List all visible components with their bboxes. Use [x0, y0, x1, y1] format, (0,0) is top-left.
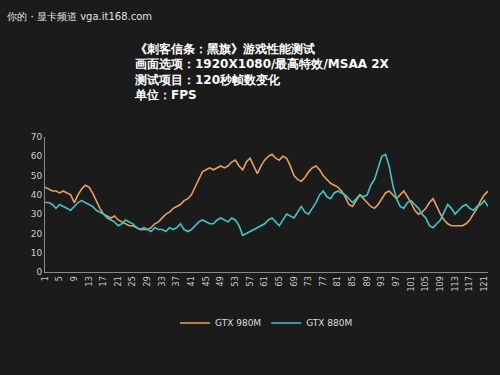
svg-text:GTX 880M: GTX 880M: [306, 318, 352, 328]
svg-text:17: 17: [99, 276, 108, 286]
svg-text:97: 97: [392, 276, 401, 286]
svg-text:37: 37: [172, 276, 181, 286]
svg-text:29: 29: [143, 276, 152, 286]
svg-text:105: 105: [421, 276, 430, 291]
svg-text:50: 50: [31, 171, 43, 181]
svg-text:81: 81: [333, 276, 342, 286]
svg-text:77: 77: [319, 276, 328, 286]
svg-text:117: 117: [465, 276, 474, 291]
svg-text:0: 0: [36, 267, 42, 277]
svg-text:40: 40: [31, 190, 43, 200]
svg-text:1: 1: [41, 276, 50, 281]
svg-text:49: 49: [216, 276, 225, 286]
svg-text:89: 89: [363, 276, 372, 286]
svg-text:45: 45: [202, 276, 211, 286]
svg-text:60: 60: [31, 151, 43, 161]
svg-text:85: 85: [348, 276, 357, 286]
svg-text:53: 53: [231, 276, 240, 286]
svg-text:121: 121: [480, 276, 489, 291]
svg-text:25: 25: [128, 276, 137, 286]
svg-text:5: 5: [55, 276, 64, 281]
svg-text:109: 109: [436, 276, 445, 291]
svg-text:61: 61: [260, 276, 269, 286]
svg-text:41: 41: [187, 276, 196, 286]
svg-text:65: 65: [275, 276, 284, 286]
svg-text:9: 9: [70, 276, 79, 281]
svg-text:20: 20: [31, 229, 43, 239]
svg-text:33: 33: [158, 276, 167, 286]
svg-text:93: 93: [377, 276, 386, 286]
svg-text:73: 73: [304, 276, 313, 286]
svg-text:GTX 980M: GTX 980M: [215, 318, 261, 328]
svg-text:101: 101: [407, 276, 416, 291]
svg-text:30: 30: [31, 209, 43, 219]
svg-text:21: 21: [114, 276, 123, 286]
svg-text:13: 13: [85, 276, 94, 286]
svg-text:《刺客信条：黑旗》游戏性能测试画面选项：1920X1080/: 《刺客信条：黑旗》游戏性能测试画面选项：1920X1080/最高特效/MSAA …: [134, 42, 390, 103]
svg-text:70: 70: [31, 132, 43, 142]
svg-text:113: 113: [451, 276, 460, 291]
svg-text:57: 57: [246, 276, 255, 286]
svg-text:10: 10: [31, 248, 43, 258]
svg-text:你的・显卡频道 vga.it168.com: 你的・显卡频道 vga.it168.com: [7, 11, 152, 22]
svg-text:69: 69: [290, 276, 299, 286]
